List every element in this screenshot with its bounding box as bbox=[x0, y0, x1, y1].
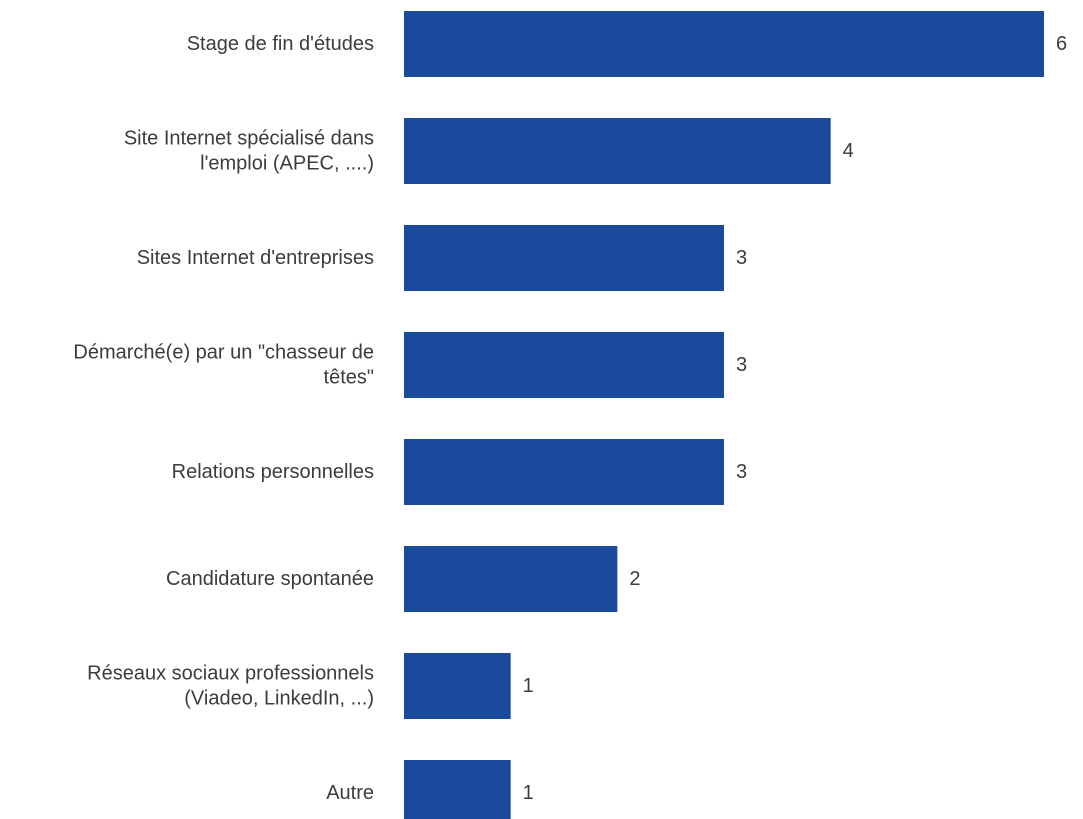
category-label-line: (Viadeo, LinkedIn, ...) bbox=[184, 688, 374, 710]
category-label-line: Autre bbox=[326, 782, 374, 804]
value-label-4: 3 bbox=[736, 461, 747, 483]
category-label-0: Stage de fin d'études bbox=[187, 33, 374, 55]
bar-2 bbox=[404, 225, 724, 291]
category-label-line: Démarché(e) par un "chasseur de bbox=[73, 341, 374, 363]
category-label-line: Stage de fin d'études bbox=[187, 33, 374, 55]
bar-3 bbox=[404, 332, 724, 398]
value-label-0: 6 bbox=[1056, 33, 1067, 55]
value-label-3: 3 bbox=[736, 354, 747, 376]
category-label-7: Autre bbox=[326, 782, 374, 804]
category-label-line: Site Internet spécialisé dans bbox=[124, 127, 374, 149]
bar-1 bbox=[404, 118, 831, 184]
value-label-2: 3 bbox=[736, 247, 747, 269]
category-label-line: l'emploi (APEC, ....) bbox=[200, 153, 374, 175]
category-label-line: Relations personnelles bbox=[172, 461, 374, 483]
category-label-line: Candidature spontanée bbox=[166, 568, 374, 590]
bar-7 bbox=[404, 760, 511, 819]
value-label-1: 4 bbox=[843, 140, 854, 162]
value-label-7: 1 bbox=[523, 782, 534, 804]
bar-5 bbox=[404, 546, 618, 612]
category-label-line: Réseaux sociaux professionnels bbox=[87, 662, 374, 684]
value-label-5: 2 bbox=[629, 568, 640, 590]
category-label-4: Relations personnelles bbox=[172, 461, 374, 483]
bar-4 bbox=[404, 439, 724, 505]
bar-6 bbox=[404, 653, 511, 719]
category-label-5: Candidature spontanée bbox=[166, 568, 374, 590]
value-label-6: 1 bbox=[523, 675, 534, 697]
category-label-2: Sites Internet d'entreprises bbox=[137, 247, 374, 269]
category-label-3: Démarché(e) par un "chasseur de têtes" bbox=[73, 341, 374, 388]
category-label-line: Sites Internet d'entreprises bbox=[137, 247, 374, 269]
bar-0 bbox=[404, 11, 1044, 77]
category-label-line: têtes" bbox=[324, 367, 374, 389]
category-label-6: Réseaux sociaux professionnels (Viadeo, L… bbox=[87, 662, 374, 709]
category-label-1: Site Internet spécialisé dans l'emploi (A… bbox=[124, 127, 374, 174]
